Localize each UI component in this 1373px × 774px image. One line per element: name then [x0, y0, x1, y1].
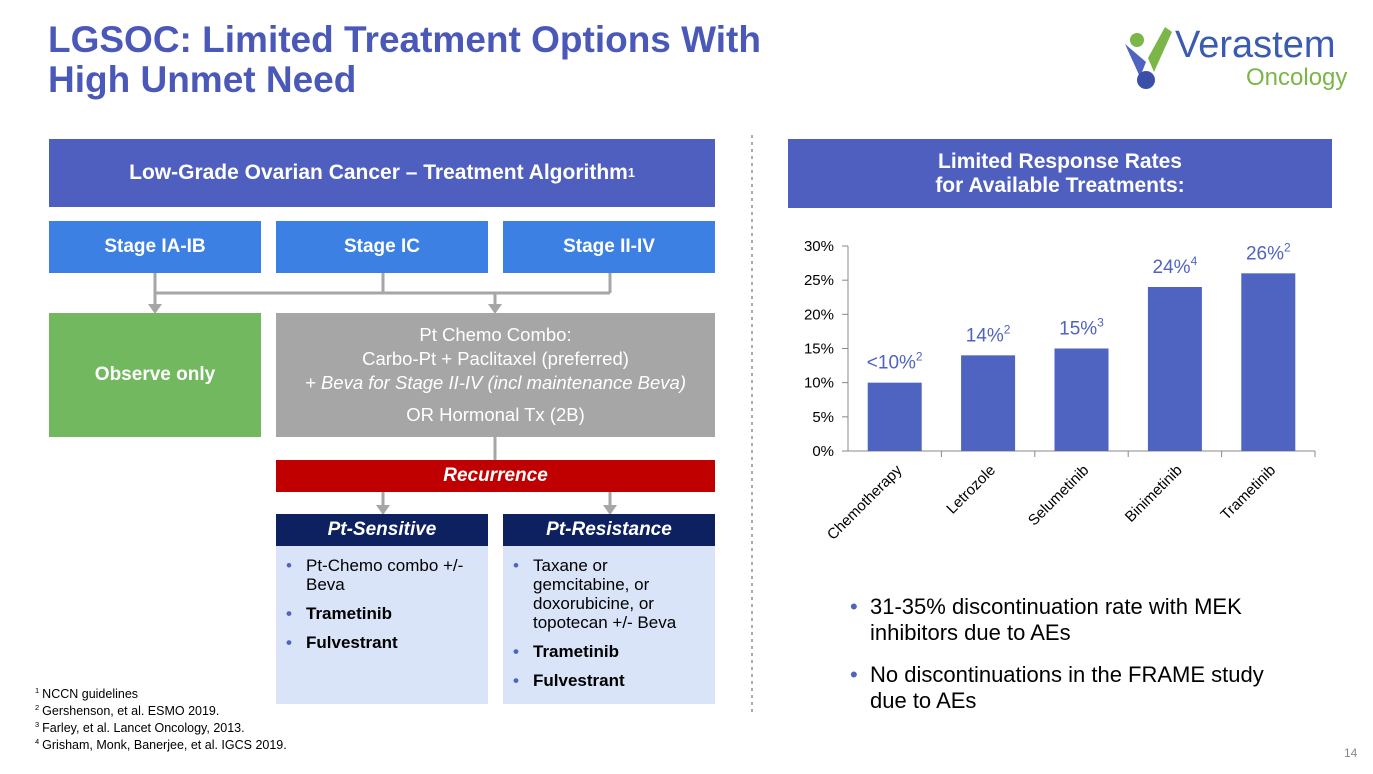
y-tick-label: 15% — [804, 341, 834, 358]
value-label: 24%4 — [1153, 254, 1198, 278]
stage: Stage IC — [276, 221, 488, 273]
chemo-line: Carbo-Pt + Paclitaxel (preferred) — [362, 348, 629, 369]
logo-sub: Oncology — [1246, 64, 1348, 91]
stage: Stage II-IV — [503, 221, 715, 273]
footnote: 2 Gershenson, et al. ESMO 2019. — [35, 703, 219, 718]
y-tick-label: 5% — [812, 409, 834, 426]
observe-box: Observe only — [49, 313, 261, 437]
value-label-ref: 2 — [1004, 322, 1011, 336]
footnote-num: 3 — [35, 720, 40, 729]
value-label: 26%2 — [1246, 240, 1291, 264]
resistance-title: Pt-Resistance — [503, 514, 715, 546]
title: LGSOC: Limited Treatment Options With Hi… — [48, 20, 761, 100]
x-tick-label: Selumetinib — [1025, 462, 1092, 529]
footnote-text: NCCN guidelines — [42, 687, 139, 702]
value-label-ref: 3 — [1097, 316, 1104, 330]
value-label-ref: 2 — [1284, 240, 1291, 254]
value-label-ref: 2 — [916, 350, 923, 364]
value-label-ref: 4 — [1191, 254, 1198, 268]
chemo-line: Pt Chemo Combo: — [419, 324, 572, 345]
y-tick-label: 25% — [804, 272, 834, 289]
chemo-line: OR Hormonal Tx (2B) — [406, 404, 585, 425]
bar — [961, 355, 1016, 451]
chemo-box: Pt Chemo Combo: Carbo-Pt + Paclitaxel (p… — [276, 313, 715, 437]
value-label-text: 14% — [966, 325, 1004, 346]
value-label: <10%2 — [867, 350, 923, 374]
value-label-text: 24% — [1153, 257, 1191, 278]
logo-mark — [1125, 27, 1172, 89]
page-number: 14 — [1344, 746, 1358, 760]
value-label-text: 26% — [1246, 243, 1284, 264]
list-item: Trametinib — [513, 642, 705, 661]
x-tick-label: Binimetinib — [1122, 462, 1186, 526]
bullets: 31-35% discontinuation rate with MEK inh… — [840, 594, 1310, 730]
value-label: 15%3 — [1059, 316, 1104, 340]
footnote-text: Gershenson, et al. ESMO 2019. — [42, 704, 220, 719]
footnote: 1 NCCN guidelines — [35, 686, 138, 701]
footnote: 4 Grisham, Monk, Banerjee, et al. IGCS 20… — [35, 737, 287, 752]
footnote-text: Grisham, Monk, Banerjee, et al. IGCS 201… — [42, 738, 287, 753]
value-label: 14%2 — [966, 322, 1011, 346]
x-tick-label: Trametinib — [1217, 462, 1279, 524]
resistance-body: Taxane or gemcitabine, or doxorubicine, … — [503, 546, 715, 704]
x-tick-label: Letrozole — [943, 462, 999, 518]
bar — [1147, 287, 1202, 451]
footnote-num: 2 — [35, 703, 40, 712]
y-tick-label: 20% — [804, 306, 834, 323]
bar — [1054, 348, 1109, 451]
logo: Verastem Oncology — [1120, 22, 1360, 92]
list-item: Pt-Chemo combo +/- Beva — [286, 556, 478, 594]
footnote-text: Farley, et al. Lancet Oncology, 2013. — [42, 721, 245, 736]
recurrence: Recurrence — [276, 460, 715, 492]
chart-header: Limited Response Rates for Available Tre… — [788, 139, 1332, 208]
value-label-text: 15% — [1059, 319, 1097, 340]
title-line: High Unmet Need — [48, 59, 357, 100]
algorithm-header: Low-Grade Ovarian Cancer – Treatment Alg… — [49, 139, 715, 207]
list-item: Fulvestrant — [286, 633, 478, 652]
footnote-num: 4 — [35, 737, 40, 746]
y-tick-label: 0% — [812, 443, 834, 460]
chart-title: for Available Treatments: — [935, 173, 1185, 197]
bar — [867, 382, 922, 451]
footnote-num: 1 — [35, 686, 40, 695]
list-item: Taxane or gemcitabine, or doxorubicine, … — [513, 556, 705, 632]
logo-name: Verastem — [1175, 24, 1336, 66]
stage: Stage IA-IB — [49, 221, 261, 273]
list-item: Trametinib — [286, 604, 478, 623]
y-tick-label: 30% — [804, 238, 834, 255]
footnote: 3 Farley, et al. Lancet Oncology, 2013. — [35, 720, 245, 735]
list-item: Fulvestrant — [513, 671, 705, 690]
sensitive-title: Pt-Sensitive — [276, 514, 488, 546]
x-tick-label: Chemotherapy — [824, 461, 906, 543]
y-tick-label: 10% — [804, 375, 834, 392]
sensitive-body: Pt-Chemo combo +/- Beva Trametinib Fulvest… — [276, 546, 488, 704]
chart-title: Limited Response Rates — [938, 149, 1182, 173]
bullet: No discontinuations in the FRAME study d… — [850, 662, 1300, 714]
algorithm-header-text: Low-Grade Ovarian Cancer – Treatment Alg… — [129, 161, 628, 184]
bullet: 31-35% discontinuation rate with MEK inh… — [850, 594, 1300, 646]
connectors — [148, 135, 753, 712]
ref: 1 — [627, 166, 635, 180]
title-line: LGSOC: Limited Treatment Options With — [48, 19, 761, 60]
bar — [1241, 273, 1296, 451]
value-label-text: <10% — [867, 353, 916, 374]
chemo-line: + Beva for Stage II-IV (incl maintenance… — [305, 372, 686, 393]
